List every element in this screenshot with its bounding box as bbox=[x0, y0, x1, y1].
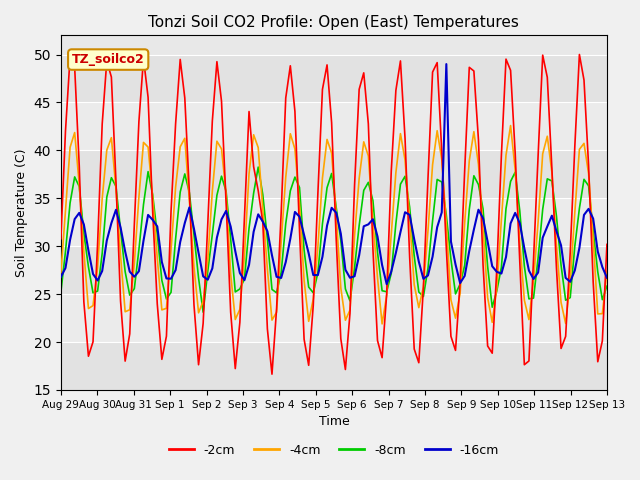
Bar bbox=[61, 246, 607, 294]
Bar bbox=[61, 342, 607, 390]
Title: Tonzi Soil CO2 Profile: Open (East) Temperatures: Tonzi Soil CO2 Profile: Open (East) Temp… bbox=[148, 15, 519, 30]
Bar bbox=[61, 102, 607, 150]
Bar bbox=[61, 294, 607, 342]
Bar bbox=[61, 55, 607, 102]
Bar bbox=[61, 198, 607, 246]
Text: TZ_soilco2: TZ_soilco2 bbox=[72, 53, 145, 66]
Bar bbox=[61, 150, 607, 198]
X-axis label: Time: Time bbox=[319, 415, 349, 428]
Legend: -2cm, -4cm, -8cm, -16cm: -2cm, -4cm, -8cm, -16cm bbox=[164, 439, 504, 462]
Y-axis label: Soil Temperature (C): Soil Temperature (C) bbox=[15, 148, 28, 277]
